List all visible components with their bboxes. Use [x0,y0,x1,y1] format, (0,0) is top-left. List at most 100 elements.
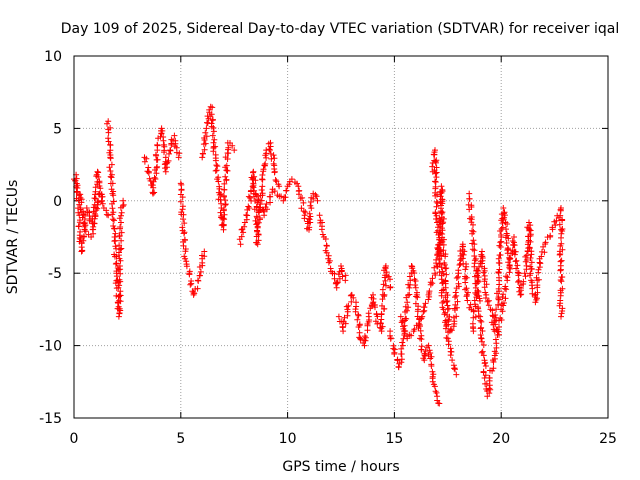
data-point [492,321,499,328]
data-point [113,245,120,252]
data-point [109,216,116,223]
data-point [334,280,341,287]
data-point [98,197,105,204]
data-point [153,156,160,163]
data-point [489,367,496,374]
data-point [297,195,304,202]
data-point [472,255,479,262]
data-point [500,205,507,211]
data-point [414,308,421,315]
data-point [76,212,83,219]
data-point [361,333,368,340]
data-point [223,177,230,184]
data-point [118,209,125,216]
data-point [268,155,275,162]
data-point [557,267,564,274]
data-point [534,289,541,296]
data-point [196,272,203,279]
data-point [426,347,433,354]
data-point [335,271,342,278]
data-point [116,293,123,300]
data-point [112,253,118,260]
data-point [316,212,323,219]
data-point [439,186,446,193]
data-point [495,255,502,262]
data-point [432,270,438,277]
data-point [431,383,438,390]
data-point [501,212,508,219]
data-point [495,301,502,308]
data-point [515,279,521,285]
data-point [511,242,518,249]
data-point [116,215,123,222]
data-point [220,215,227,222]
data-point [558,310,565,317]
data-point [477,317,484,324]
data-point [224,167,231,174]
data-point [107,142,114,149]
data-point [403,307,410,314]
data-point [154,142,161,149]
data-point [421,357,428,364]
data-point [339,323,346,330]
data-point [406,284,413,291]
data-point [445,305,452,312]
data-point [387,335,394,342]
data-point [221,211,228,218]
data-point [162,165,168,172]
data-point [250,184,257,191]
data-point [272,177,279,183]
data-point [460,251,467,258]
data-point [538,253,545,260]
data-point [469,320,476,327]
data-point [267,199,274,206]
data-point [470,314,477,321]
data-point [558,234,564,241]
data-point [79,247,86,254]
data-point [415,320,422,327]
data-point [517,287,524,294]
data-point [462,266,469,273]
data-point [187,281,194,288]
data-point [255,231,262,238]
data-point [428,363,435,369]
data-point [355,324,362,330]
data-point [452,294,458,301]
data-point [537,260,544,267]
data-point [399,339,406,346]
data-point [440,215,447,222]
data-point [91,195,98,202]
data-point [526,245,533,252]
data-point [92,212,99,219]
data-point [213,167,220,174]
data-point [243,212,250,218]
data-point [94,168,101,175]
data-point [109,205,116,212]
data-point [179,194,186,201]
data-point [528,251,535,258]
data-point [307,202,314,209]
data-point [507,255,514,262]
data-point [390,345,397,352]
data-point [377,324,383,331]
data-point [245,203,252,210]
data-point [209,104,216,111]
data-point [116,310,123,317]
data-point [141,158,148,165]
data-point [365,318,372,325]
data-point [217,191,224,197]
data-point [204,119,210,126]
data-point [528,266,535,273]
data-point [557,242,564,249]
data-point [516,277,522,284]
data-point [438,264,445,271]
data-point [199,150,206,157]
y-tick-label: 10 [44,49,62,65]
data-point [229,142,236,149]
data-point [114,305,121,312]
data-point [270,152,277,159]
data-point [529,290,536,297]
data-point [210,148,217,155]
data-point [281,194,288,201]
